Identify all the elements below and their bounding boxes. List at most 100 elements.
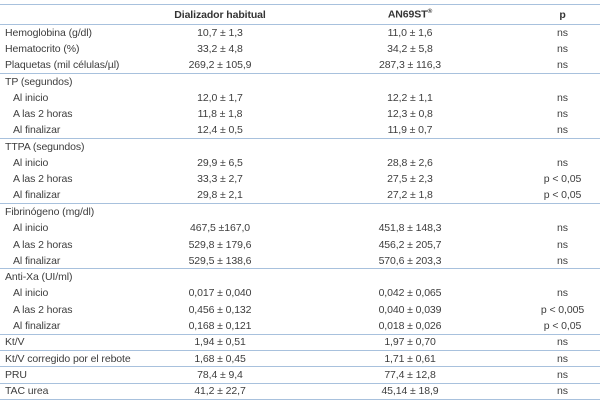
value-p: ns [557, 287, 568, 300]
section-header-row: TTPA (segundos) [0, 139, 600, 155]
row-label: Al finalizar [13, 124, 61, 137]
row-label: Al inicio [13, 157, 49, 170]
row-label: Al finalizar [13, 254, 61, 267]
table-row: Al inicio 12,0 ± 1,7 12,2 ± 1,1 ns [0, 90, 600, 106]
value-an69st: 28,8 ± 2,6 [387, 157, 433, 170]
header-empty-cell [0, 5, 145, 25]
table-row: Al finalizar 529,5 ± 138,6 570,6 ± 203,3 ns [0, 253, 600, 269]
value-dializador-habitual: 467,5 ±167,0 [189, 222, 251, 235]
table-row: Al inicio 0,017 ± 0,040 0,042 ± 0,065 ns [0, 285, 600, 301]
empty-cell [525, 204, 600, 220]
results-table: Dializador habitual AN69ST® p Hemoglobin… [0, 4, 600, 400]
row-label: Al finalizar [13, 319, 61, 332]
value-dializador-habitual: 10,7 ± 1,3 [197, 26, 243, 39]
section-header-row: TP (segundos) [0, 73, 600, 89]
row-label: A las 2 horas [13, 303, 73, 316]
empty-cell [525, 73, 600, 89]
table-body: Hemoglobina (g/dl) 10,7 ± 1,3 11,0 ± 1,6 ns… [0, 25, 600, 400]
value-p: ns [557, 352, 568, 365]
value-p: ns [557, 108, 568, 121]
value-an69st: 12,2 ± 1,1 [387, 91, 433, 104]
header-an69st-text: AN69ST [387, 8, 428, 21]
value-dializador-habitual: 41,2 ± 22,7 [194, 385, 246, 398]
value-an69st: 451,8 ± 148,3 [378, 222, 442, 235]
value-p: ns [557, 336, 568, 349]
table-row: Hemoglobina (g/dl) 10,7 ± 1,3 11,0 ± 1,6 ns [0, 25, 600, 41]
value-an69st: 456,2 ± 205,7 [378, 238, 442, 251]
value-an69st: 570,6 ± 203,3 [378, 254, 442, 267]
value-an69st: 45,14 ± 18,9 [381, 385, 439, 398]
value-dializador-habitual: 269,2 ± 105,9 [188, 58, 252, 71]
row-label: Al inicio [13, 287, 49, 300]
header-row: Dializador habitual AN69ST® p [0, 5, 600, 25]
value-p: ns [557, 254, 568, 267]
row-label: A las 2 horas [13, 173, 73, 186]
value-p: ns [557, 91, 568, 104]
value-dializador-habitual: 0,168 ± 0,121 [188, 319, 252, 332]
value-dializador-habitual: 29,9 ± 6,5 [197, 157, 243, 170]
value-dializador-habitual: 12,4 ± 0,5 [197, 124, 243, 137]
table-row: A las 2 horas 529,8 ± 179,6 456,2 ± 205,7 n… [0, 236, 600, 252]
table-row: Al finalizar 0,168 ± 0,121 0,018 ± 0,026 p … [0, 318, 600, 335]
row-label: Al inicio [13, 91, 49, 104]
value-an69st: 34,2 ± 5,8 [387, 42, 433, 55]
value-dializador-habitual: 0,456 ± 0,132 [188, 303, 252, 316]
row-label: Al inicio [13, 222, 49, 235]
section-label: Fibrinógeno (mg/dl) [5, 206, 95, 219]
value-an69st: 11,9 ± 0,7 [387, 124, 433, 137]
value-an69st: 1,97 ± 0,70 [384, 336, 436, 349]
table-row: Kt/V corregido por el rebote 1,68 ± 0,45 1… [0, 350, 600, 367]
value-an69st: 77,4 ± 12,8 [384, 368, 436, 381]
section-label: TP (segundos) [5, 75, 73, 88]
value-an69st: 12,3 ± 0,8 [387, 108, 433, 121]
table-row: A las 2 horas 11,8 ± 1,8 12,3 ± 0,8 ns [0, 106, 600, 122]
value-dializador-habitual: 11,8 ± 1,8 [197, 108, 243, 121]
value-an69st: 11,0 ± 1,6 [387, 26, 433, 39]
section-label: TTPA (segundos) [5, 140, 85, 153]
value-an69st: 0,040 ± 0,039 [378, 303, 442, 316]
value-p: p < 0,05 [543, 319, 582, 332]
value-an69st: 27,5 ± 2,3 [387, 173, 433, 186]
empty-cell [145, 269, 295, 285]
empty-cell [145, 204, 295, 220]
table-row: Al finalizar 12,4 ± 0,5 11,9 ± 0,7 ns [0, 122, 600, 139]
value-dializador-habitual: 12,0 ± 1,7 [197, 91, 243, 104]
value-p: ns [557, 42, 568, 55]
row-label: TAC urea [5, 385, 49, 398]
header-dializador-habitual: Dializador habitual [174, 8, 266, 21]
value-p: ns [557, 26, 568, 39]
table-row: Hematocrito (%) 33,2 ± 4,8 34,2 ± 5,8 ns [0, 41, 600, 57]
empty-cell [525, 139, 600, 155]
row-label: Kt/V [5, 336, 25, 349]
value-dializador-habitual: 0,017 ± 0,040 [188, 287, 252, 300]
row-label: A las 2 horas [13, 108, 73, 121]
row-label: Al finalizar [13, 189, 61, 202]
value-an69st: 0,042 ± 0,065 [378, 287, 442, 300]
section-header-row: Fibrinógeno (mg/dl) [0, 204, 600, 220]
value-p: ns [557, 385, 568, 398]
value-dializador-habitual: 29,8 ± 2,1 [197, 189, 243, 202]
value-dializador-habitual: 1,68 ± 0,45 [194, 352, 246, 365]
empty-cell [145, 73, 295, 89]
paper-table-page: Dializador habitual AN69ST® p Hemoglobin… [0, 4, 600, 401]
table-row: Kt/V 1,94 ± 0,51 1,97 ± 0,70 ns [0, 334, 600, 351]
table-row: Al inicio 29,9 ± 6,5 28,8 ± 2,6 ns [0, 155, 600, 171]
value-p: ns [557, 222, 568, 235]
registered-trademark-symbol: ® [427, 8, 433, 16]
table-row: Al finalizar 29,8 ± 2,1 27,2 ± 1,8 p < 0,05 [0, 187, 600, 204]
section-label: Anti-Xa (UI/ml) [5, 271, 73, 284]
value-p: ns [557, 157, 568, 170]
empty-cell [295, 73, 525, 89]
empty-cell [525, 269, 600, 285]
table-row: Plaquetas (mil células/µl) 269,2 ± 105,9 2… [0, 57, 600, 74]
value-p: p < 0,05 [543, 173, 582, 186]
value-dializador-habitual: 529,5 ± 138,6 [188, 254, 252, 267]
row-label: Hemoglobina (g/dl) [5, 26, 92, 39]
value-dializador-habitual: 529,8 ± 179,6 [188, 238, 252, 251]
table-row: A las 2 horas 33,3 ± 2,7 27,5 ± 2,3 p < 0,0… [0, 171, 600, 187]
value-dializador-habitual: 1,94 ± 0,51 [194, 336, 246, 349]
value-p: ns [557, 124, 568, 137]
empty-cell [295, 204, 525, 220]
table-row: A las 2 horas 0,456 ± 0,132 0,040 ± 0,039 p… [0, 302, 600, 318]
value-an69st: 0,018 ± 0,026 [378, 319, 442, 332]
